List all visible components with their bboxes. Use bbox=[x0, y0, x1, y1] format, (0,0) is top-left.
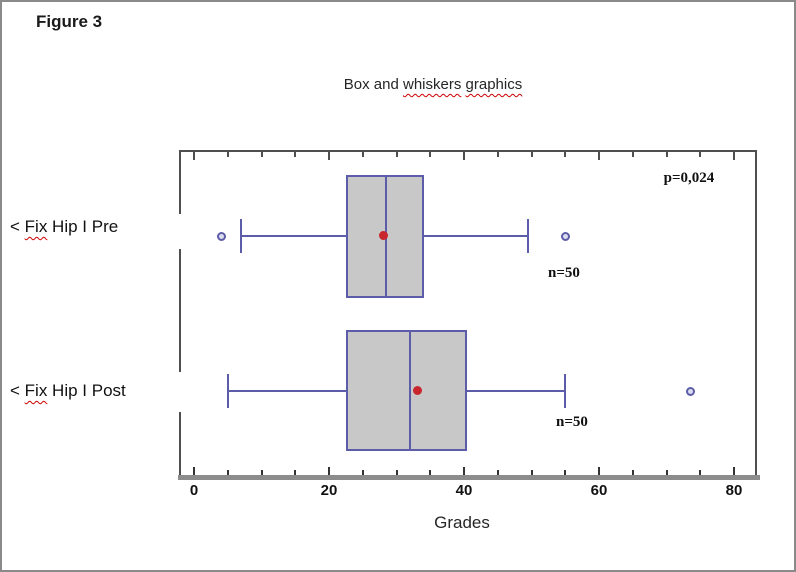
x-tick-bottom bbox=[395, 470, 398, 475]
whisker-line-high bbox=[423, 235, 529, 237]
plot-frame-right bbox=[755, 150, 757, 475]
x-tick-top bbox=[530, 152, 533, 157]
mean-dot bbox=[412, 386, 422, 395]
median-line bbox=[409, 332, 411, 449]
x-tick-bottom bbox=[260, 470, 263, 475]
x-tick-bottom bbox=[598, 467, 600, 475]
outlier-dot bbox=[686, 387, 696, 396]
x-tick-bottom bbox=[496, 470, 499, 475]
whisker-cap bbox=[226, 374, 229, 408]
x-tick-label: 80 bbox=[725, 482, 743, 499]
chart-title-word-whiskers: whiskers bbox=[402, 76, 462, 93]
x-tick-top bbox=[395, 152, 398, 157]
x-tick-top bbox=[631, 152, 634, 157]
n-label: n=50 bbox=[556, 414, 588, 430]
x-tick-bottom bbox=[226, 470, 229, 475]
x-tick-label: 60 bbox=[590, 482, 608, 499]
x-tick-bottom bbox=[294, 470, 297, 475]
x-axis-title: Grades bbox=[434, 513, 490, 532]
x-tick-top bbox=[226, 152, 229, 157]
x-tick-bottom bbox=[463, 467, 465, 475]
n-label: n=50 bbox=[548, 265, 580, 281]
category-label-prefix: < bbox=[10, 381, 25, 400]
category-label-misspelled-word: Fix bbox=[24, 381, 48, 400]
x-tick-bottom bbox=[429, 470, 432, 475]
box bbox=[345, 330, 468, 451]
outlier-dot bbox=[561, 232, 571, 241]
category-label-suffix: Hip I Pre bbox=[47, 217, 119, 236]
category-label: < Fix Hip I Post bbox=[10, 381, 175, 401]
category-label-suffix: Hip I Post bbox=[47, 381, 126, 400]
x-tick-top bbox=[598, 152, 600, 160]
chart-title: Box and whiskers graphics bbox=[233, 76, 633, 93]
category-label-prefix: < bbox=[10, 217, 25, 236]
x-tick-top bbox=[429, 152, 432, 157]
x-tick-label: 20 bbox=[320, 482, 338, 499]
x-tick-bottom bbox=[328, 467, 330, 475]
x-tick-top bbox=[260, 152, 263, 157]
category-label-misspelled-word: Fix bbox=[24, 217, 48, 236]
plot-frame-left-segment bbox=[179, 150, 181, 214]
outlier-dot bbox=[217, 232, 226, 241]
x-tick-top bbox=[733, 152, 735, 160]
x-tick-bottom bbox=[564, 470, 567, 475]
p-value-annotation: p=0,024 bbox=[663, 170, 715, 186]
x-tick-top bbox=[294, 152, 297, 157]
x-tick-top bbox=[699, 152, 702, 157]
plot-frame-left-segment bbox=[179, 249, 181, 372]
chart-title-word-graphics: graphics bbox=[465, 76, 523, 93]
x-axis-bar bbox=[178, 475, 760, 480]
x-tick-bottom bbox=[193, 467, 195, 475]
x-tick-top bbox=[361, 152, 364, 157]
x-tick-bottom bbox=[361, 470, 364, 475]
whisker-line-high bbox=[467, 390, 566, 392]
category-label: < Fix Hip I Pre bbox=[10, 217, 175, 237]
chart-title-prefix: Box and bbox=[343, 76, 399, 93]
x-tick-bottom bbox=[665, 470, 668, 475]
x-tick-bottom bbox=[530, 470, 533, 475]
x-tick-top bbox=[193, 152, 195, 160]
x-tick-top bbox=[328, 152, 330, 160]
whisker-line-low bbox=[241, 235, 346, 237]
x-tick-bottom bbox=[699, 470, 702, 475]
x-tick-bottom bbox=[733, 467, 735, 475]
x-tick-top bbox=[665, 152, 668, 157]
x-tick-label: 0 bbox=[189, 482, 199, 499]
whisker-line-low bbox=[227, 390, 346, 392]
whisker-cap bbox=[527, 219, 530, 253]
figure-label: Figure 3 bbox=[36, 12, 103, 31]
x-tick-top bbox=[463, 152, 465, 160]
mean-dot bbox=[379, 231, 388, 240]
x-tick-top bbox=[496, 152, 499, 157]
x-tick-label: 40 bbox=[455, 482, 473, 499]
plot-frame-top bbox=[179, 150, 757, 152]
whisker-cap bbox=[564, 374, 567, 408]
plot-frame-left-segment bbox=[179, 412, 181, 475]
x-tick-bottom bbox=[631, 470, 634, 475]
x-tick-top bbox=[564, 152, 567, 157]
whisker-cap bbox=[240, 219, 243, 253]
